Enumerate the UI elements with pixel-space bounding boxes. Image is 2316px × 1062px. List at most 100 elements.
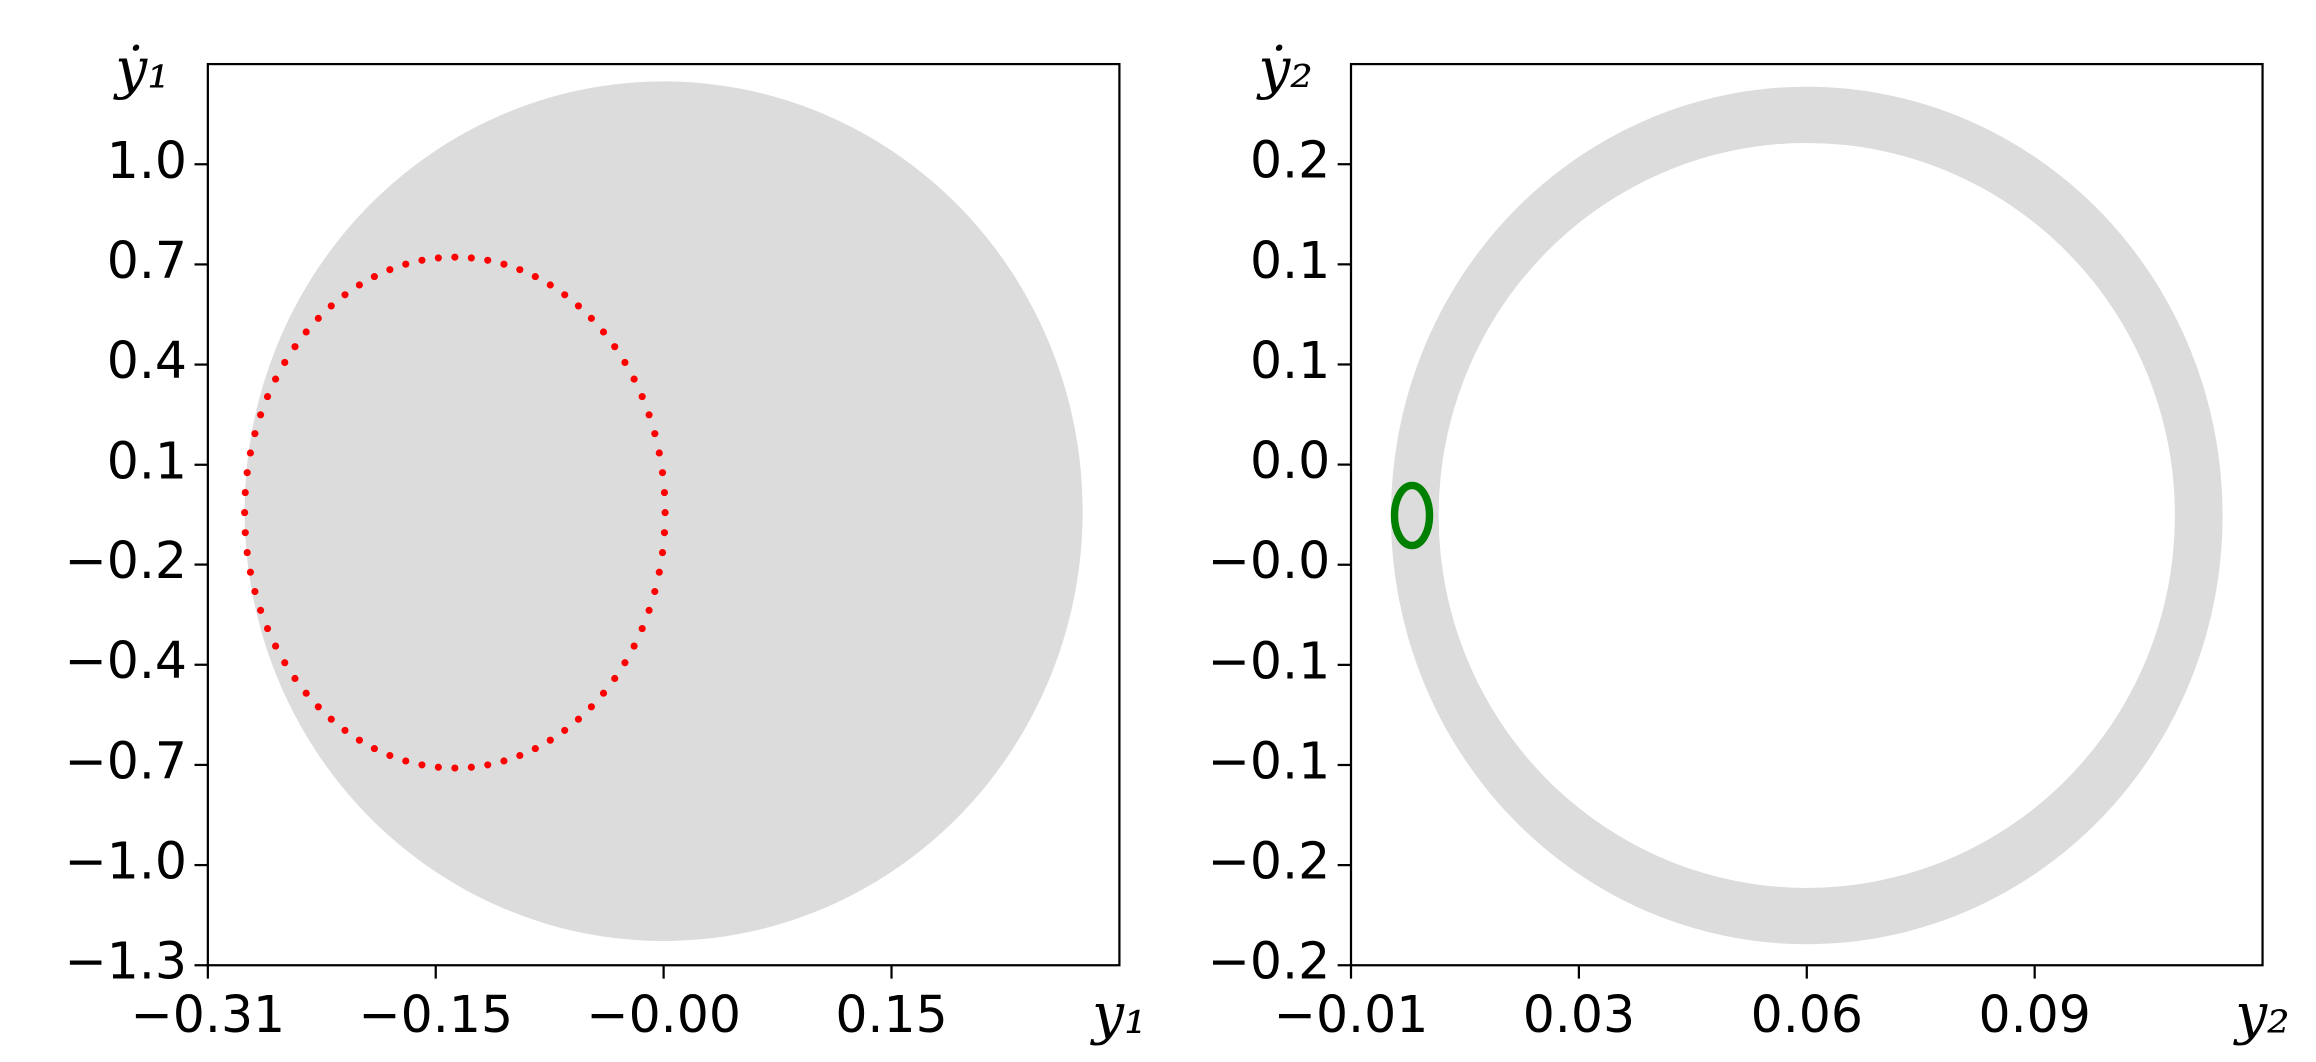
orbit-dot (587, 703, 595, 711)
orbit-dot (500, 757, 508, 765)
plot-area (1390, 86, 2223, 945)
orbit-dot (241, 509, 249, 517)
y-tick-label: 0.0 (1250, 431, 1330, 490)
orbit-dot (561, 726, 569, 734)
orbit-dot (263, 624, 272, 633)
x-tick-label: 0.06 (1751, 985, 1863, 1044)
orbit-dot (658, 548, 667, 557)
y-tick-label: −0.2 (1208, 832, 1331, 891)
orbit-dot (341, 291, 349, 299)
orbit-dot (243, 469, 251, 477)
y-tick-label: −0.4 (64, 631, 187, 690)
orbit-dot (599, 328, 608, 336)
orbit-dot (272, 642, 280, 650)
orbit-dot (370, 273, 378, 281)
orbit-dot (314, 703, 322, 711)
orbit-dot (531, 273, 539, 281)
orbit-dot (621, 659, 629, 667)
x-axis-label: y₂ (2232, 982, 2289, 1047)
orbit-dot (418, 256, 426, 264)
orbit-dot (574, 715, 582, 723)
orbit-dot (251, 587, 259, 596)
orbit-dot (645, 411, 653, 419)
orbit-dot (327, 715, 335, 723)
y-tick-label: 0.4 (107, 331, 187, 390)
orbit-dot (638, 393, 646, 401)
orbit-dot (341, 726, 349, 734)
orbit-dot (655, 449, 663, 457)
y-tick-label: 1.0 (107, 131, 187, 190)
orbit-dot (355, 736, 363, 744)
orbit-dot (630, 642, 638, 650)
orbit-dot (355, 281, 363, 289)
orbit-dot (531, 745, 539, 753)
axes-frame (1349, 62, 2264, 967)
orbit-dot (651, 587, 659, 596)
x-tick-label: 0.09 (1978, 985, 2090, 1044)
orbit-dot (272, 375, 280, 383)
orbit-dot (655, 568, 663, 576)
orbit-dot (246, 568, 254, 576)
orbit-dot (370, 745, 378, 753)
orbit-dot (467, 763, 475, 771)
orbit-dot (467, 254, 475, 262)
orbit-dot (291, 674, 299, 683)
y-tick-label: −1.0 (64, 832, 187, 891)
plot-area (241, 81, 1083, 941)
orbit-dot (638, 624, 646, 633)
y-tick-label: 0.1 (1250, 331, 1330, 390)
orbit-dot (658, 469, 667, 477)
orbit-dot (302, 328, 310, 336)
orbit-dot (257, 606, 265, 614)
orbit-dot (314, 314, 322, 322)
orbit-dot (484, 761, 492, 769)
panel: −0.31 −0.15 −0.00 0.15 −1.3 −1.0 −0.7 −0.4 −0.2 0… (64, 36, 1146, 1047)
orbit-dot (243, 548, 251, 557)
y-tick-label: 0.7 (107, 231, 187, 290)
orbit-dot (327, 302, 335, 310)
y-tick-label: −1.3 (64, 932, 187, 991)
orbit-dot (402, 757, 410, 765)
orbit-dot (386, 266, 394, 274)
orbit-dot (251, 430, 259, 438)
orbit-dot (451, 764, 459, 772)
y-tick-label: 0.1 (107, 431, 187, 490)
x-axis-label: y₁ (1089, 982, 1146, 1047)
orbit-dot (241, 488, 249, 497)
y-tick-label: −0.0 (1208, 531, 1331, 590)
y-tick-label: −0.1 (1208, 731, 1331, 790)
orbit-dot (546, 736, 554, 744)
orbit-dot (561, 291, 569, 299)
orbit-dot (302, 689, 310, 697)
y-tick-label: 0.1 (1250, 231, 1330, 290)
orbit-dot (599, 689, 608, 697)
y-tick-label: 0.2 (1250, 131, 1330, 190)
x-tick-label: 0.03 (1523, 985, 1635, 1044)
x-tick-label: −0.15 (358, 985, 513, 1044)
orbit-dot (660, 529, 669, 537)
orbit-dot (621, 358, 629, 367)
orbit-dot (587, 314, 595, 322)
orbit-dot (661, 509, 669, 517)
x-tick-label: −0.01 (1274, 985, 1429, 1044)
orbit-dot (241, 529, 249, 537)
y-tick-label: −0.7 (64, 731, 187, 790)
orbit (1390, 481, 1434, 550)
orbit-dot (291, 343, 299, 351)
x-tick-label: 0.15 (835, 985, 947, 1044)
orbit-dot (418, 761, 426, 769)
y-tick-label: −0.2 (1208, 932, 1331, 991)
orbit-dot (246, 449, 254, 457)
orbit-dot (660, 488, 669, 497)
orbit-dot (402, 260, 410, 268)
orbit-dot (611, 674, 619, 683)
orbit-dot (611, 343, 619, 351)
orbit-dot (281, 659, 289, 667)
x-tick-label: −0.31 (131, 985, 286, 1044)
y-tick-label: −0.1 (1208, 631, 1331, 690)
y-tick-label: −0.2 (64, 531, 187, 590)
orbit-dot (500, 260, 508, 268)
y-axis-label: ẏ₁ (112, 36, 169, 101)
